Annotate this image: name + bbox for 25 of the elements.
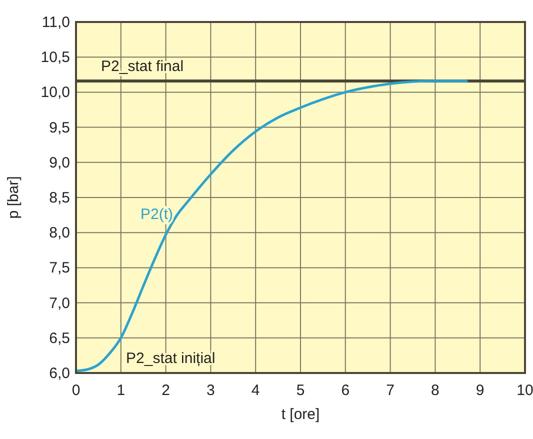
y-tick-label: 9,0	[49, 154, 70, 172]
x-tick-label: 7	[386, 382, 394, 399]
y-tick-label: 9,5	[49, 119, 70, 136]
x-tick-label: 10	[516, 382, 533, 399]
x-tick-label: 5	[296, 382, 305, 399]
x-axis-title: t [ore]	[281, 406, 320, 423]
y-tick-label: 8,5	[49, 190, 70, 206]
y-tick-label: 7,5	[49, 260, 70, 277]
x-tick-label: 6	[341, 382, 350, 399]
y-tick-label: 6,0	[49, 365, 70, 382]
y-tick-label: 10,5	[40, 49, 70, 66]
y-tick-label: 8,0	[49, 224, 70, 242]
x-tick-label: 3	[206, 382, 215, 399]
y-tick-label: 7,0	[49, 294, 70, 312]
x-tick-label: 9	[476, 382, 484, 399]
x-tick-label: 2	[162, 382, 170, 399]
line-series	[74, 80, 468, 372]
x-tick-label: 0	[72, 382, 80, 399]
y-axis-title: p [bar]	[5, 176, 22, 219]
x-tick-label: 4	[251, 382, 260, 399]
y-tick-label: 11,0	[42, 14, 70, 31]
x-tick-label: 1	[116, 382, 126, 399]
y-tick-label: 10,0	[40, 84, 70, 102]
y-tick-label: 6,5	[49, 330, 70, 347]
x-tick-label: 8	[431, 382, 440, 399]
